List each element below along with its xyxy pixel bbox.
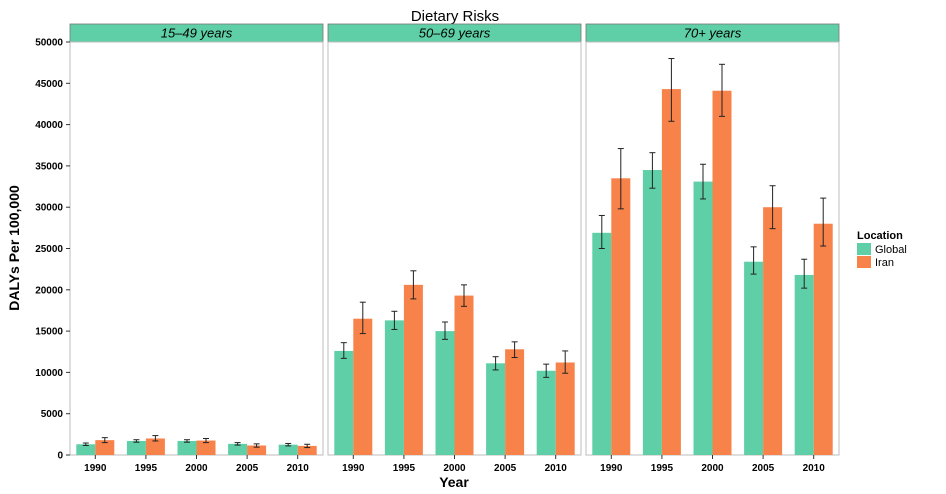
y-tick-label: 45000 <box>35 79 63 90</box>
bar-iran <box>95 440 115 455</box>
bar-iran <box>712 90 732 455</box>
legend-swatch-iran <box>857 256 871 268</box>
x-tick-label: 1990 <box>342 463 365 474</box>
facet-label: 50–69 years <box>419 26 491 41</box>
bar-global <box>486 363 506 455</box>
x-axis-label: Year <box>439 474 469 490</box>
y-tick-label: 30000 <box>35 203 63 214</box>
facet-panel: 50–69 years 1990 1995 2000 2005 2010 <box>327 23 582 474</box>
y-tick-label: 20000 <box>35 285 63 296</box>
x-tick-label: 1990 <box>84 463 107 474</box>
y-axis-label: DALYs Per 100,000 <box>6 185 22 311</box>
x-tick-label: 1995 <box>393 463 416 474</box>
bar-global <box>228 443 248 455</box>
bar-global <box>334 350 354 455</box>
y-tick-label: 50000 <box>35 38 63 49</box>
bar-iran <box>505 349 525 455</box>
chart-title: Dietary Risks <box>411 8 499 25</box>
x-tick-label: 2000 <box>185 463 208 474</box>
bar-iran <box>403 284 423 455</box>
x-tick-label: 2000 <box>443 463 466 474</box>
bar-iran <box>247 445 267 455</box>
x-tick-label: 2010 <box>545 463 568 474</box>
y-tick-label: 5000 <box>41 409 64 420</box>
facet-label: 70+ years <box>684 26 742 41</box>
bar-iran <box>145 438 165 455</box>
x-tick-label: 2000 <box>701 463 724 474</box>
x-tick-label: 2005 <box>236 463 259 474</box>
facet-panel: 15–49 years 1990 1995 2000 2005 2010 <box>69 23 324 474</box>
bar-iran <box>297 445 317 455</box>
legend-swatch-global <box>857 243 871 255</box>
bar-global <box>384 320 404 455</box>
bar-iran <box>763 207 783 455</box>
y-axis: 0 5000 10000 15000 20000 25000 30000 35000 40000… <box>35 38 70 462</box>
bar-global <box>794 274 814 455</box>
x-tick-label: 1995 <box>135 463 158 474</box>
bar-global <box>592 232 612 455</box>
legend-label: Iran <box>875 257 894 269</box>
bar-iran <box>196 440 216 455</box>
bar-global <box>642 170 662 455</box>
y-tick-label: 15000 <box>35 327 63 338</box>
panel-frame <box>69 41 324 456</box>
bar-global <box>76 444 96 455</box>
x-tick-label: 2005 <box>494 463 517 474</box>
x-tick-label: 2010 <box>803 463 826 474</box>
y-tick-label: 25000 <box>35 244 63 255</box>
bar-global <box>278 444 298 455</box>
x-tick-label: 1990 <box>600 463 623 474</box>
y-tick-label: 35000 <box>35 161 63 172</box>
legend-label: Global <box>875 244 907 256</box>
bar-iran <box>555 362 575 455</box>
bar-global <box>126 440 146 455</box>
y-tick-label: 0 <box>57 451 63 462</box>
bar-global <box>744 261 764 455</box>
bar-iran <box>611 178 631 456</box>
facet-panel: 70+ years 1990 1995 2000 2005 2010 <box>585 23 840 474</box>
legend-title: Location <box>857 230 903 242</box>
facet-label: 15–49 years <box>161 26 233 41</box>
bar-iran <box>661 89 681 455</box>
bar-global <box>435 331 455 455</box>
y-tick-label: 10000 <box>35 368 63 379</box>
bar-global <box>536 370 556 455</box>
x-tick-label: 2005 <box>752 463 775 474</box>
bar-global <box>693 181 713 455</box>
bar-iran <box>454 295 474 455</box>
x-tick-label: 2010 <box>287 463 310 474</box>
bar-iran <box>813 223 833 455</box>
x-tick-label: 1995 <box>651 463 674 474</box>
bar-iran <box>353 318 373 455</box>
y-tick-label: 40000 <box>35 120 63 131</box>
bar-global <box>177 440 197 455</box>
